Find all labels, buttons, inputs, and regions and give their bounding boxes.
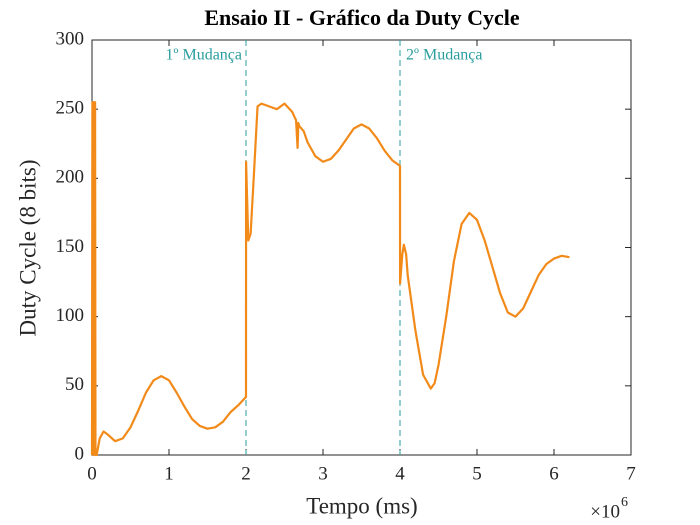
x-scale-exponent: 6 xyxy=(621,495,628,510)
x-scale-base: ×10 xyxy=(590,501,620,522)
x-tick-label: 1 xyxy=(164,463,174,484)
y-tick-label: 100 xyxy=(56,305,85,326)
x-tick-label: 2 xyxy=(241,463,251,484)
y-tick-label: 0 xyxy=(75,443,85,464)
plot-frame xyxy=(91,39,632,456)
x-tick-label: 7 xyxy=(626,463,636,484)
y-tick-label: 200 xyxy=(56,167,85,188)
data-line xyxy=(90,101,570,457)
y-tick-label: 150 xyxy=(56,236,85,257)
event-label: 1º Mudança xyxy=(166,47,243,64)
x-tick-label: 5 xyxy=(472,463,482,484)
y-axis-label: Duty Cycle (8 bits) xyxy=(15,160,40,337)
x-tick-label: 3 xyxy=(318,463,328,484)
x-axis-label: Tempo (ms) xyxy=(306,493,417,518)
y-tick-label: 50 xyxy=(65,374,84,395)
event-label: 2º Mudança xyxy=(406,47,483,64)
x-tick-label: 6 xyxy=(549,463,559,484)
chart-title: Ensaio II - Gráfico da Duty Cycle xyxy=(204,5,520,30)
x-tick-label: 4 xyxy=(395,463,405,484)
y-tick-label: 250 xyxy=(56,98,85,119)
x-tick-label: 0 xyxy=(87,463,97,484)
y-tick-label: 300 xyxy=(56,28,85,49)
